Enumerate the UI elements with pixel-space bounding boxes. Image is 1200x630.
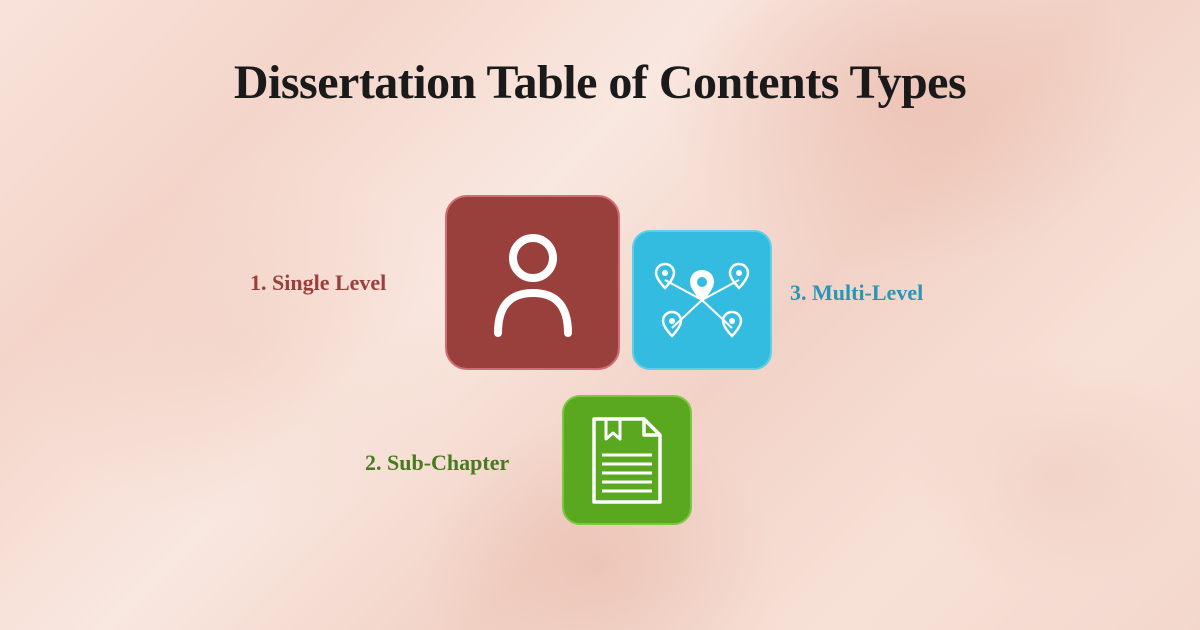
multi-level-label: 3. Multi-Level	[790, 280, 923, 306]
person-icon	[483, 228, 583, 338]
single-level-label: 1. Single Level	[250, 270, 386, 296]
document-icon	[588, 413, 666, 508]
sub-chapter-card	[562, 395, 692, 525]
network-pins-icon	[647, 250, 757, 350]
single-level-card	[445, 195, 620, 370]
multi-level-card	[632, 230, 772, 370]
sub-chapter-label: 2. Sub-Chapter	[365, 450, 509, 476]
page-title: Dissertation Table of Contents Types	[0, 55, 1200, 110]
